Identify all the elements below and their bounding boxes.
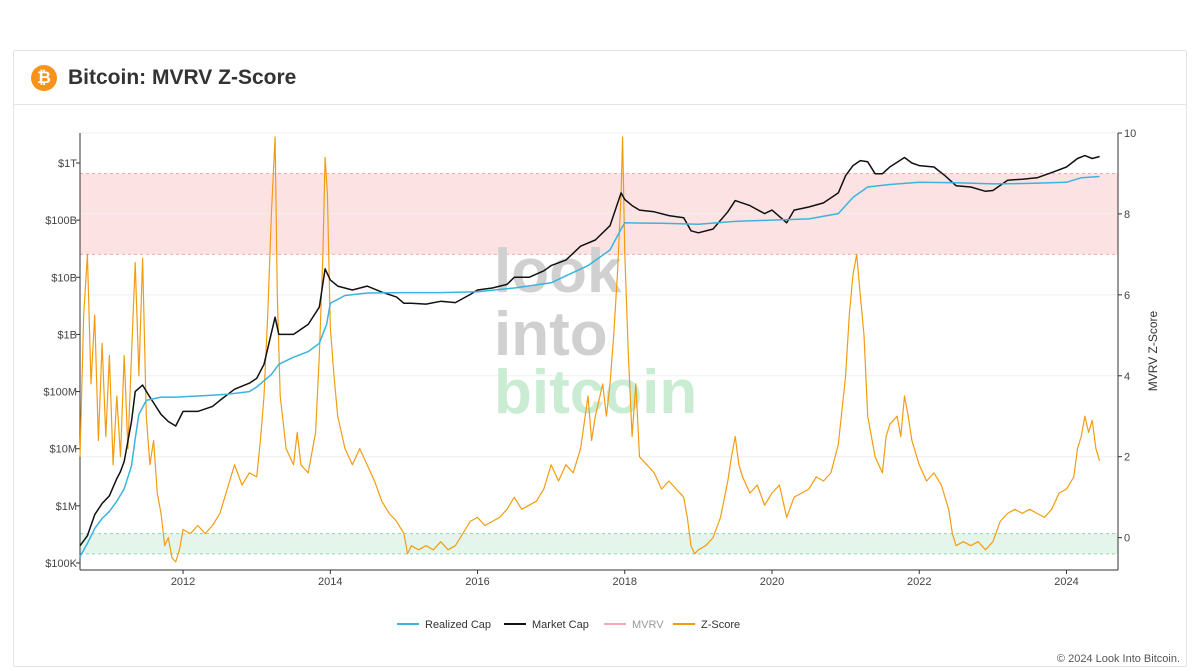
bitcoin-logo-icon: ₿	[31, 65, 57, 91]
x-tick-label: 2014	[318, 576, 342, 588]
copyright: © 2024 Look Into Bitcoin.	[1056, 653, 1180, 665]
y-right-tick-label: 4	[1124, 371, 1130, 383]
legend-item: MVRV	[632, 619, 664, 631]
x-tick-label: 2018	[613, 576, 637, 588]
x-tick-label: 2012	[171, 576, 195, 588]
y-left-tick-label: $100B	[45, 215, 77, 227]
page-title: Bitcoin: MVRV Z-Score	[68, 66, 297, 89]
y-left-tick-label: $1B	[57, 329, 77, 341]
y-right-tick-label: 10	[1124, 128, 1136, 140]
legend-item: Z-Score	[701, 619, 740, 631]
zscore-line	[79, 136, 1101, 563]
market-cap-line	[79, 154, 1100, 547]
y-right-tick-label: 8	[1124, 209, 1130, 221]
y-right-tick-label: 0	[1124, 533, 1130, 545]
card-header: ₿ Bitcoin: MVRV Z-Score	[14, 51, 1186, 105]
x-tick-label: 2022	[907, 576, 931, 588]
y-left-tick-label: $100K	[45, 558, 77, 570]
x-tick-label: 2016	[465, 576, 489, 588]
y-left-tick-label: $1T	[58, 158, 77, 170]
chart-card: ₿ Bitcoin: MVRV Z-Score	[13, 50, 1187, 667]
y-right-tick-label: 6	[1124, 290, 1130, 302]
legend-item: Realized Cap	[425, 619, 491, 631]
watermark-look: look	[494, 237, 622, 306]
y-left-tick-label: $10M	[49, 444, 77, 456]
y-right-tick-label: 2	[1124, 452, 1130, 464]
legend-item: Market Cap	[532, 619, 589, 631]
band-undervalued	[80, 533, 1118, 554]
y-left-tick-label: $100M	[43, 387, 77, 399]
watermark-into: into	[494, 300, 608, 369]
realized-cap-line	[79, 175, 1100, 557]
y-left-tick-label: $10B	[51, 272, 77, 284]
x-tick-label: 2024	[1054, 576, 1078, 588]
x-tick-label: 2020	[760, 576, 784, 588]
y-left-tick-label: $1M	[56, 501, 77, 513]
y-right-axis-label: MVRV Z-Score	[1146, 310, 1160, 391]
